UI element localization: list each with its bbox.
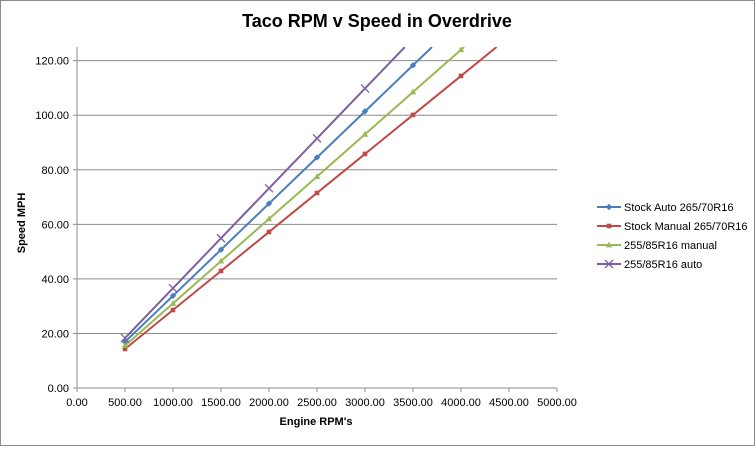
data-point — [217, 257, 225, 264]
x-tick-label: 2500.00 — [297, 397, 337, 409]
data-point — [216, 233, 226, 243]
gridlines — [77, 60, 557, 334]
data-point — [410, 112, 416, 118]
y-tick-label: 60.00 — [41, 219, 69, 231]
x-tick-label: 4500.00 — [489, 397, 529, 409]
x-tick-label: 1000.00 — [153, 397, 193, 409]
chart-title: Taco RPM v Speed in Overdrive — [242, 11, 512, 31]
data-point — [265, 200, 273, 207]
axes: 0.00 20.00 40.00 60.00 80.00 100.00 120.00 0.00… — [35, 47, 577, 409]
data-point — [266, 229, 272, 235]
data-point — [170, 307, 176, 313]
legend-marker — [604, 259, 614, 269]
x-tick-label: 3000.00 — [345, 397, 385, 409]
data-point — [265, 215, 273, 222]
x-tick-label: 2000.00 — [249, 397, 289, 409]
data-point — [360, 84, 370, 93]
x-tick-label: 3500.00 — [393, 397, 433, 409]
x-tick-label: 4000.00 — [441, 397, 481, 409]
legend-label: Stock Auto 265/70R16 — [624, 202, 733, 214]
series-2 — [122, 47, 498, 352]
legend-label: 255/85R16 auto — [624, 259, 702, 271]
legend-label: 255/85R16 manual — [624, 240, 717, 252]
x-tick-label: 0.00 — [66, 397, 87, 409]
x-tick-label: 500.00 — [108, 397, 142, 409]
data-point — [168, 283, 178, 293]
data-point — [457, 47, 465, 53]
data-point — [218, 268, 224, 274]
y-tick-label: 100.00 — [35, 110, 69, 122]
data-point — [313, 173, 321, 179]
data-point — [169, 300, 177, 306]
legend-item-4: 255/85R16 auto — [597, 259, 702, 271]
legend-marker — [605, 203, 613, 211]
series-4 — [120, 47, 406, 343]
data-point — [264, 183, 274, 193]
data-point — [120, 333, 130, 343]
data-point — [122, 346, 128, 352]
x-axis-label: Engine RPM's — [280, 416, 353, 428]
series-3 — [121, 47, 465, 349]
series-line — [124, 47, 433, 343]
data-point — [312, 133, 322, 143]
legend-item-1: Stock Auto 265/70R16 — [597, 202, 733, 214]
data-point — [361, 108, 369, 115]
y-tick-label: 20.00 — [41, 328, 69, 340]
data-point — [458, 73, 464, 79]
legend: Stock Auto 265/70R16 Stock Manual 265/70R… — [597, 202, 748, 271]
y-tick-label: 0.00 — [48, 383, 69, 395]
legend-marker — [606, 223, 612, 229]
data-point — [217, 246, 225, 253]
data-point — [169, 292, 177, 299]
legend-item-2: Stock Manual 265/70R16 — [597, 221, 748, 233]
y-axis-label: Speed MPH — [16, 193, 28, 254]
legend-item-3: 255/85R16 manual — [597, 240, 717, 252]
data-point — [409, 88, 417, 95]
x-tick-label: 5000.00 — [537, 397, 577, 409]
data-point — [314, 190, 320, 196]
y-tick-label: 80.00 — [41, 165, 69, 177]
data-point — [362, 151, 368, 157]
data-point — [361, 130, 369, 137]
legend-label: Stock Manual 265/70R16 — [624, 221, 748, 233]
y-tick-label: 120.00 — [35, 56, 69, 68]
series-group — [120, 47, 498, 352]
legend-marker — [605, 241, 613, 248]
data-point — [121, 342, 129, 349]
x-tick-label: 1500.00 — [201, 397, 241, 409]
data-point — [409, 62, 417, 69]
data-point — [313, 154, 321, 161]
y-tick-label: 40.00 — [41, 274, 69, 286]
